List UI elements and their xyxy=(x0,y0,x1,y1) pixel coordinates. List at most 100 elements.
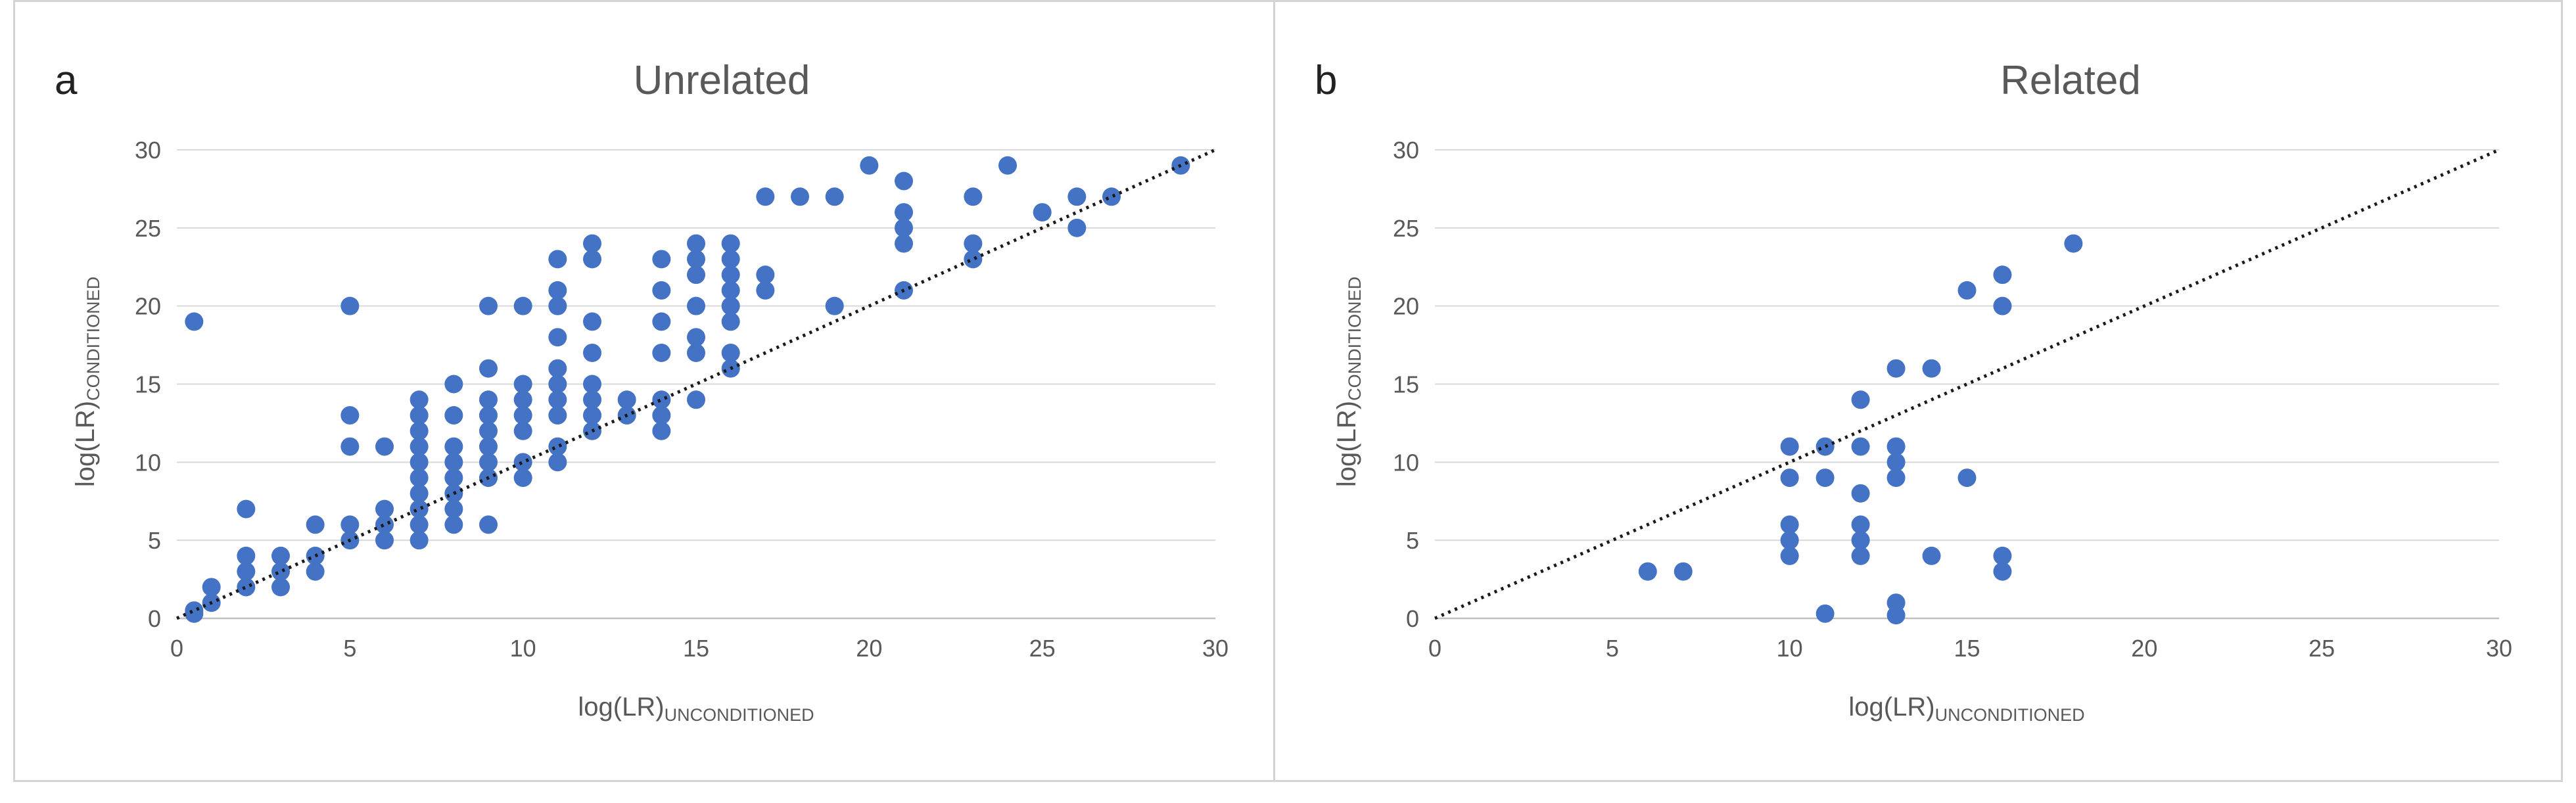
data-point xyxy=(479,406,498,425)
data-point xyxy=(1957,281,1977,300)
y-tick-label: 15 xyxy=(135,371,161,398)
data-point xyxy=(548,375,567,394)
data-point xyxy=(721,343,740,362)
data-point xyxy=(340,296,360,315)
y-tick-label: 20 xyxy=(1393,293,1419,320)
x-tick-label: 0 xyxy=(1428,635,1441,662)
y-tick-label: 10 xyxy=(135,449,161,476)
data-point xyxy=(271,546,290,565)
data-point xyxy=(1780,469,1799,488)
data-point xyxy=(1886,453,1906,472)
data-point xyxy=(410,515,429,534)
data-point xyxy=(479,296,498,315)
data-point xyxy=(1886,469,1906,488)
data-point xyxy=(185,601,204,620)
data-point xyxy=(1815,469,1835,488)
data-point xyxy=(756,281,775,300)
y-tick-label: 20 xyxy=(135,293,161,320)
y-tick-label: 5 xyxy=(148,527,161,554)
data-point xyxy=(548,406,567,425)
data-point xyxy=(1886,359,1906,378)
x-tick-label: 20 xyxy=(2131,635,2157,662)
x-tick-label: 0 xyxy=(170,635,183,662)
data-point xyxy=(202,578,221,597)
x-tick-label: 5 xyxy=(1606,635,1619,662)
data-point xyxy=(652,390,671,409)
data-point xyxy=(410,406,429,425)
data-point xyxy=(687,343,705,362)
data-point xyxy=(410,499,429,518)
data-point xyxy=(444,375,463,394)
data-point xyxy=(1851,546,1870,565)
y-tick-label: 30 xyxy=(1393,137,1419,164)
data-point xyxy=(1851,515,1870,534)
reference-line xyxy=(1434,148,2500,620)
data-point xyxy=(1993,562,2012,581)
data-point xyxy=(721,265,740,285)
data-point xyxy=(756,187,775,206)
data-point xyxy=(583,234,601,253)
data-point xyxy=(756,265,775,285)
y-tick-label: 0 xyxy=(148,605,161,632)
data-point xyxy=(513,453,532,472)
data-point xyxy=(895,218,913,237)
data-point xyxy=(1957,469,1977,488)
data-point xyxy=(410,437,429,456)
data-point xyxy=(548,359,567,378)
x-axis-label-main: log(LR) xyxy=(1848,693,1934,722)
data-point xyxy=(652,281,671,300)
data-point xyxy=(479,437,498,456)
data-point xyxy=(687,234,705,253)
data-point xyxy=(1993,546,2012,565)
data-point xyxy=(444,453,463,472)
data-point xyxy=(410,531,429,550)
data-point xyxy=(998,156,1017,175)
y-axis-label-subscript: CONDITIONED xyxy=(1345,277,1365,401)
data-point xyxy=(1780,515,1799,534)
scatter-chart-unrelated: a Unrelated 0 5 10 15 20 25 30 0 5 10 15 20 25 30 log(LR… xyxy=(55,58,1229,725)
data-point xyxy=(1780,546,1799,565)
data-point xyxy=(479,515,498,534)
data-point xyxy=(1638,562,1657,581)
data-point xyxy=(617,390,636,409)
panel-label: b xyxy=(1315,58,1337,103)
data-point xyxy=(444,437,463,456)
data-point xyxy=(1922,546,1941,565)
data-point xyxy=(721,234,740,253)
data-point xyxy=(652,343,671,362)
x-tick-label: 30 xyxy=(1202,635,1229,662)
y-tick-label: 25 xyxy=(1393,215,1419,242)
y-tick-label: 10 xyxy=(1393,449,1419,476)
x-tick-label: 20 xyxy=(856,635,882,662)
x-tick-label: 5 xyxy=(343,635,356,662)
data-point xyxy=(410,453,429,472)
chart-title: Unrelated xyxy=(634,58,810,103)
y-axis-label: log(LR)CONDITIONED xyxy=(71,277,103,487)
data-point xyxy=(340,406,360,425)
data-point xyxy=(687,265,705,285)
data-point xyxy=(1886,437,1906,456)
data-point xyxy=(375,437,394,456)
data-point xyxy=(548,390,567,409)
x-axis-label: log(LR)UNCONDITIONED xyxy=(1848,693,2084,725)
data-point xyxy=(583,375,601,394)
data-point xyxy=(306,515,325,534)
data-point xyxy=(1815,604,1835,623)
y-tick-label: 0 xyxy=(1406,605,1419,632)
data-point xyxy=(687,296,705,315)
data-point xyxy=(237,499,256,518)
data-point xyxy=(583,343,601,362)
data-point xyxy=(1993,296,2012,315)
data-point xyxy=(1033,203,1052,222)
data-point xyxy=(271,578,290,597)
x-tick-label: 10 xyxy=(510,635,536,662)
reference-line xyxy=(176,148,1217,620)
data-point xyxy=(375,531,394,550)
data-point xyxy=(895,234,913,253)
panel-label: a xyxy=(55,58,78,103)
x-tick-label: 25 xyxy=(1029,635,1056,662)
y-axis-label: log(LR)CONDITIONED xyxy=(1332,277,1365,487)
data-point xyxy=(375,499,394,518)
data-point xyxy=(791,187,809,206)
